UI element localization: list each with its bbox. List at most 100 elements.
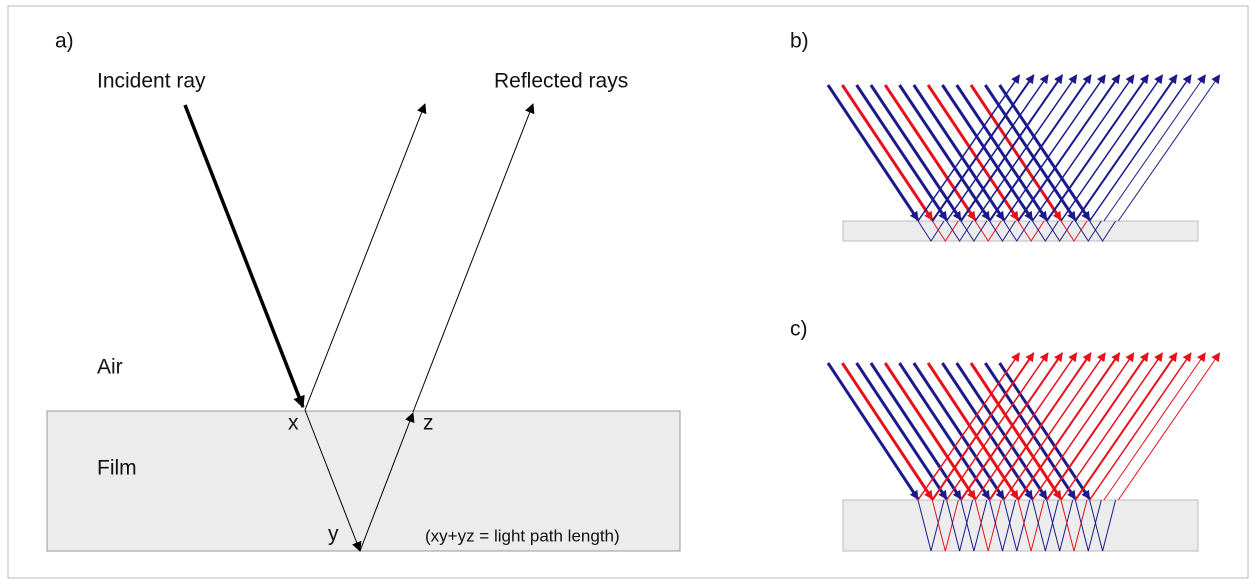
incident-ray <box>941 84 1034 221</box>
reflected-ray <box>974 74 1078 222</box>
incident-ray <box>998 362 1091 500</box>
reflected-ray <box>1017 352 1121 501</box>
refracted-ray <box>1089 499 1117 552</box>
reflected-ray <box>304 103 427 411</box>
label: y <box>328 523 339 546</box>
incident-ray <box>898 362 991 500</box>
incident-ray <box>883 362 977 500</box>
refracted-ray <box>917 499 945 552</box>
incident-ray <box>826 84 920 221</box>
reflected-ray <box>1074 74 1178 222</box>
reflected-ray <box>1031 74 1135 222</box>
panel-label: b) <box>790 30 809 53</box>
incident-ray <box>969 84 1063 221</box>
refracted-ray <box>1046 220 1074 242</box>
panel-label: a) <box>55 30 74 53</box>
reflected-ray <box>1088 352 1192 501</box>
refracted-ray <box>1003 220 1031 242</box>
refracted-ray <box>946 220 974 242</box>
reflected-ray <box>931 352 1035 501</box>
reflected-ray <box>412 103 535 413</box>
incident-ray <box>869 84 963 221</box>
refracted-ray <box>1089 220 1117 242</box>
reflected-ray <box>945 352 1049 501</box>
refracted-ray <box>304 409 362 552</box>
reflected-ray <box>960 74 1064 222</box>
label: x <box>288 412 299 435</box>
reflected-ray <box>1074 352 1178 501</box>
incident-ray <box>855 362 948 500</box>
incident-ray <box>955 84 1048 221</box>
reflected-ray <box>988 74 1092 222</box>
incident-ray <box>841 362 934 500</box>
refracted-ray <box>1060 220 1088 242</box>
refracted-ray <box>1074 499 1102 552</box>
reflected-ray <box>945 74 1049 222</box>
refracted-ray <box>1031 499 1059 552</box>
note: (xy+yz = light path length) <box>425 526 620 545</box>
incident-ray <box>969 362 1063 500</box>
refracted-ray <box>931 499 959 552</box>
reflected-ray <box>960 352 1064 501</box>
reflected-ray <box>1031 352 1135 501</box>
refracted-ray <box>974 499 1002 552</box>
refracted-ray <box>946 499 974 552</box>
panel-c <box>826 352 1221 552</box>
incident-ray <box>898 84 991 221</box>
reflected-ray <box>1045 74 1149 222</box>
refracted-ray <box>960 499 988 552</box>
reflected-ray <box>1060 74 1164 222</box>
label: z <box>423 412 434 435</box>
reflected-ray <box>917 74 1021 222</box>
reflected-ray <box>974 352 1078 501</box>
incident-ray <box>826 362 920 500</box>
incident-ray <box>984 84 1077 221</box>
reflected-ray <box>1103 352 1206 501</box>
internal-ray <box>359 412 415 552</box>
incident-ray <box>998 84 1091 221</box>
reflected-ray <box>1003 74 1106 222</box>
panel-b <box>826 74 1221 242</box>
incident-ray <box>883 84 977 221</box>
reflected-ray <box>1045 352 1149 501</box>
refracted-ray <box>989 220 1016 242</box>
incident-ray <box>912 84 1006 221</box>
refracted-ray <box>1017 499 1045 552</box>
reflected-ray <box>1117 74 1221 222</box>
label: Incident ray <box>97 70 206 93</box>
reflected-ray <box>1017 74 1121 222</box>
reflected-ray <box>1088 74 1192 222</box>
incident-ray <box>941 362 1034 500</box>
label: Film <box>97 457 137 480</box>
incident-ray <box>855 84 948 221</box>
refracted-ray <box>931 220 959 242</box>
reflected-ray <box>1003 352 1106 501</box>
incident-ray <box>912 362 1006 500</box>
reflected-ray <box>1117 352 1221 501</box>
refracted-ray <box>974 220 1002 242</box>
refracted-ray <box>1046 499 1074 552</box>
refracted-ray <box>1060 499 1088 552</box>
reflected-ray <box>988 352 1092 501</box>
refracted-ray <box>1074 220 1102 242</box>
incident-ray <box>183 104 305 409</box>
frame <box>7 5 1249 579</box>
refracted-ray <box>1003 499 1031 552</box>
label: Reflected rays <box>494 70 628 93</box>
film-layer <box>842 220 1199 242</box>
incident-ray <box>955 362 1048 500</box>
incident-ray <box>926 84 1020 221</box>
incident-ray <box>869 362 963 500</box>
incident-ray <box>984 362 1077 500</box>
incident-ray <box>841 84 934 221</box>
panel-label: c) <box>790 318 808 341</box>
film-layer <box>46 410 681 552</box>
reflected-ray <box>917 352 1021 501</box>
reflected-ray <box>1103 74 1206 222</box>
refracted-ray <box>1017 220 1045 242</box>
incident-ray <box>926 362 1020 500</box>
refracted-ray <box>917 220 945 242</box>
label: Air <box>97 356 123 379</box>
reflected-ray <box>1060 352 1164 501</box>
